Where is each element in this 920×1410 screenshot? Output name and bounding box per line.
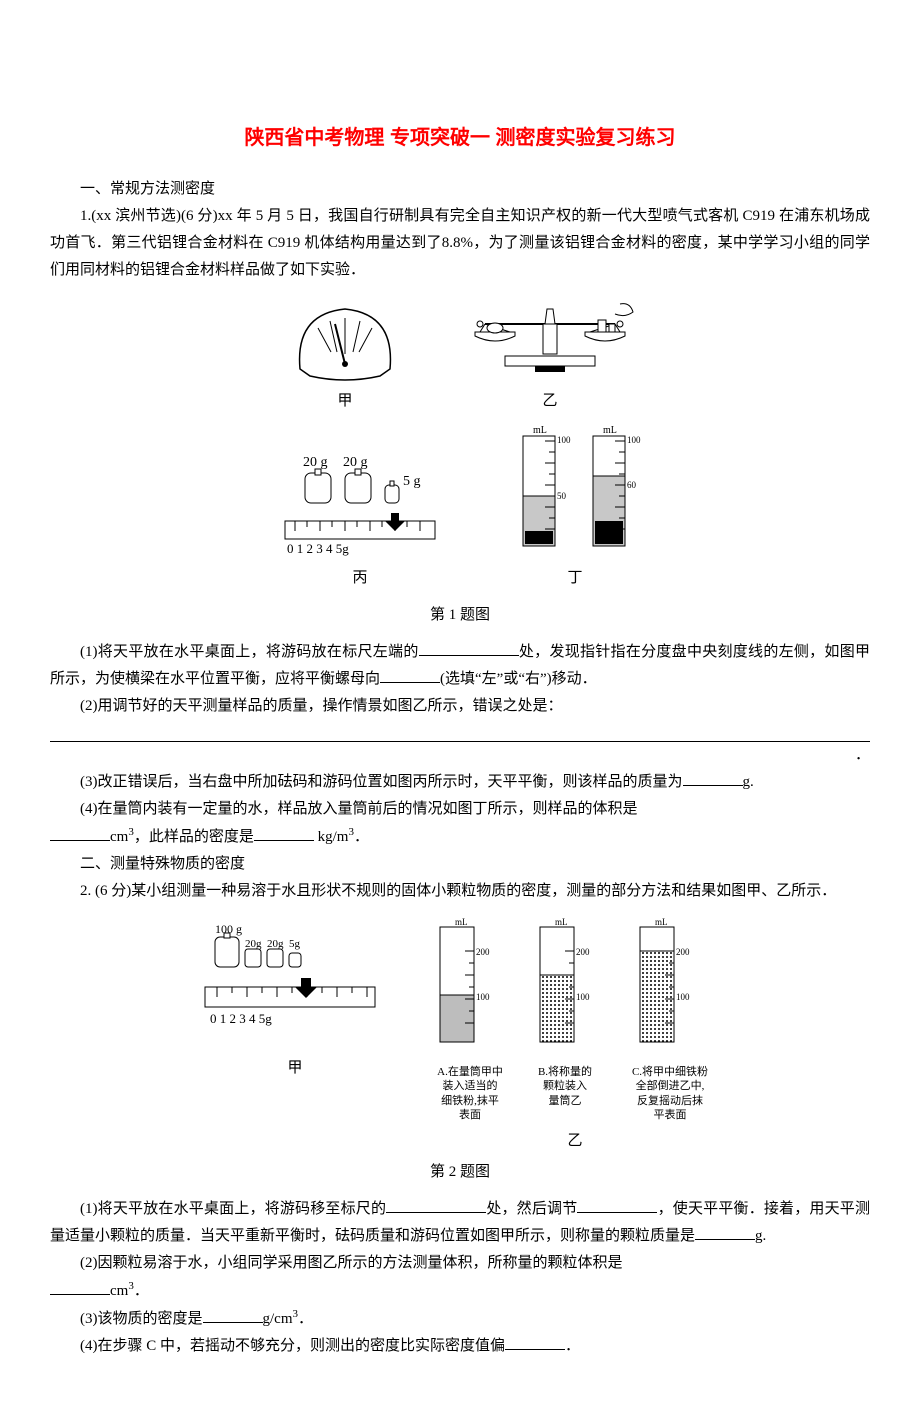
blank-field[interactable]: [683, 770, 743, 786]
q1-part4-line2: cm3，此样品的密度是 kg/m3．: [50, 823, 870, 851]
blank-field[interactable]: [386, 1197, 486, 1213]
svg-text:100: 100: [476, 992, 490, 1002]
blank-field[interactable]: [50, 1279, 110, 1295]
q2-part1: (1)将天平放在水平桌面上，将游码移至标尺的处，然后调节，使天平平衡．接着，用天…: [50, 1196, 870, 1250]
ruler-2-label: 0 1 2 3 4 5g: [210, 1011, 272, 1026]
figure-1-dial: [285, 304, 405, 384]
blank-field[interactable]: [419, 640, 519, 656]
q2-intro: 2. (6 分)某小组测量一种易溶于水且形状不规则的固体小颗粒物质的密度，测量的…: [50, 878, 870, 905]
period: ．: [298, 1311, 313, 1327]
figure-2-label-b: 乙: [425, 1128, 725, 1155]
q2-1-text-d: g.: [755, 1228, 766, 1244]
q1-1-text-a: (1)将天平放在水平桌面上，将游码放在标尺左端的: [80, 644, 419, 660]
q2-part2-line2: cm3．: [50, 1277, 870, 1305]
figure-1-label-b: 乙: [465, 388, 635, 415]
figure-1-label-a: 甲: [285, 388, 405, 415]
blank-field[interactable]: [695, 1224, 755, 1240]
svg-text:100: 100: [676, 992, 690, 1002]
q1-part1: (1)将天平放在水平桌面上，将游码放在标尺左端的处，发现指针指在分度盘中央刻度线…: [50, 639, 870, 693]
q2-4-text-a: (4)在步骤 C 中，若摇动不够充分，则测出的密度比实际密度值偏: [80, 1338, 505, 1354]
q1-intro: 1.(xx 滨州节选)(6 分)xx 年 5 月 5 日，我国自行研制具有完全自…: [50, 203, 870, 284]
blank-field[interactable]: [254, 825, 314, 841]
blank-field[interactable]: [203, 1307, 263, 1323]
svg-text:mL: mL: [455, 917, 468, 927]
blank-line[interactable]: [50, 720, 870, 742]
cyl1-50-label: 50: [557, 491, 567, 501]
q2-part4: (4)在步骤 C 中，若摇动不够充分，则测出的密度比实际密度值偏 ．: [50, 1333, 870, 1360]
figure-1: 甲: [50, 294, 870, 629]
cyl1-100-label: 100: [557, 435, 571, 445]
q1-3-text-b: g.: [743, 774, 754, 790]
w20g-2-label: 20g: [267, 938, 284, 950]
section-1-heading: 一、常规方法测密度: [50, 176, 870, 203]
section-2-heading: 二、测量特殊物质的密度: [50, 851, 870, 878]
q2-2-cm: cm: [110, 1283, 128, 1299]
figure-1-caption: 第 1 题图: [430, 602, 490, 629]
blank-field[interactable]: [380, 667, 440, 683]
q1-part2: (2)用调节好的天平测量样品的质量，操作情景如图乙所示，错误之处是：: [50, 693, 870, 720]
q2-part2: (2)因颗粒易溶于水，小组同学采用图乙所示的方法测量体积，所称量的颗粒体积是: [50, 1250, 870, 1277]
figure-1-weights: 20 g 20 g 5 g: [275, 451, 445, 561]
blank-field[interactable]: [505, 1334, 565, 1350]
period: ．: [565, 1338, 580, 1354]
q1-part4: (4)在量筒内装有一定量的水，样品放入量筒前后的情况如图丁所示，则样品的体积是: [50, 796, 870, 823]
figure-1-balance: [465, 294, 635, 384]
figure-2: 100 g 20g 20g 5g: [50, 915, 870, 1186]
figure-1-label-c: 丙: [275, 565, 445, 592]
q2-3-text-a: (3)该物质的密度是: [80, 1311, 203, 1327]
figure-2-label-a: 甲: [195, 1055, 395, 1082]
svg-text:200: 200: [476, 947, 490, 957]
weight-20-1-label: 20 g: [303, 455, 328, 470]
figure-1-label-d: 丁: [505, 565, 645, 592]
svg-text:200: 200: [676, 947, 690, 957]
cyl2-60-label: 60: [627, 480, 637, 490]
blank-field[interactable]: [577, 1197, 657, 1213]
w20g-1-label: 20g: [245, 938, 262, 950]
svg-text:200: 200: [576, 947, 590, 957]
q1-1-text-c: (选填“左”或“右”)移动．: [440, 671, 597, 687]
cyl2-100-label: 100: [627, 435, 641, 445]
period: ．: [134, 1283, 149, 1299]
q2-3-gcm: g/cm: [263, 1311, 293, 1327]
note-c: C.将甲中细铁粉 全部倒进乙中, 反复摇动后抹 平表面: [615, 1065, 725, 1122]
weight-5-label: 5 g: [403, 474, 421, 489]
q1-4-cm: cm: [110, 829, 128, 845]
cyl2-ml-label: mL: [603, 425, 617, 436]
svg-text:mL: mL: [555, 917, 568, 927]
figure-2-left: 100 g 20g 20g 5g: [195, 915, 395, 1082]
blank-field[interactable]: [50, 825, 110, 841]
q1-4-kgm: kg/m: [314, 829, 349, 845]
q2-part3: (3)该物质的密度是g/cm3．: [50, 1305, 870, 1333]
q1-2-text: (2)用调节好的天平测量样品的质量，操作情景如图乙所示，错误之处是：: [80, 698, 563, 714]
note-a: A.在量筒甲中 装入适当的 细铁粉,抹平 表面: [425, 1065, 515, 1122]
q2-2-text-a: (2)因颗粒易溶于水，小组同学采用图乙所示的方法测量体积，所称量的颗粒体积是: [80, 1255, 623, 1271]
q2-1-text-b: 处，然后调节: [486, 1201, 577, 1217]
figure-2-right: mL 200 100 mL: [425, 915, 725, 1155]
figure-1-cylinders: mL 100 50: [505, 421, 645, 561]
q1-4-text-a: (4)在量筒内装有一定量的水，样品放入量筒前后的情况如图丁所示，则样品的体积是: [80, 801, 638, 817]
ruler-c-label: 0 1 2 3 4 5g: [287, 541, 349, 556]
weight-20-2-label: 20 g: [343, 455, 368, 470]
q1-4-text-c: ，此样品的密度是: [134, 829, 254, 845]
q2-1-text-a: (1)将天平放在水平桌面上，将游码移至标尺的: [80, 1201, 386, 1217]
period: ．: [50, 742, 870, 769]
note-b: B.将称量的 颗粒装入 量筒乙: [525, 1065, 605, 1122]
period: ．: [354, 829, 369, 845]
svg-text:100: 100: [576, 992, 590, 1002]
q1-3-text-a: (3)改正错误后，当右盘中所加砝码和游码位置如图丙所示时，天平平衡，则该样品的质…: [80, 774, 683, 790]
svg-text:mL: mL: [655, 917, 668, 927]
q1-part3: (3)改正错误后，当右盘中所加砝码和游码位置如图丙所示时，天平平衡，则该样品的质…: [50, 769, 870, 796]
page-title: 陕西省中考物理 专项突破一 测密度实验复习练习: [50, 120, 870, 156]
figure-2-caption: 第 2 题图: [50, 1159, 870, 1186]
w5g-label: 5g: [289, 938, 301, 950]
cyl1-ml-label: mL: [533, 425, 547, 436]
